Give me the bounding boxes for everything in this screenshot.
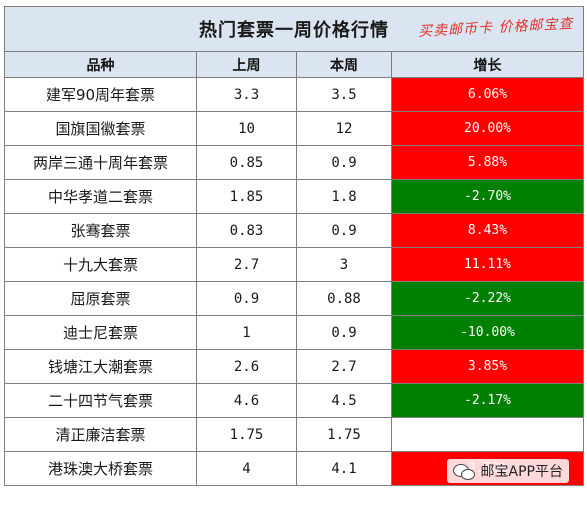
header-last-week: 上周 [196, 51, 297, 78]
title-cell: 热门套票一周价格行情 买卖邮币卡 价格邮宝查 [4, 6, 584, 52]
cell-last-week: 1.85 [196, 179, 297, 214]
cell-this-week: 3 [296, 247, 392, 282]
cell-this-week: 4.1 [296, 451, 392, 486]
cell-last-week: 1 [196, 315, 297, 350]
table-body: 建军90周年套票 3.3 3.5 6.06% 国旗国徽套票 10 12 20.00% 两岸三通十… [4, 77, 584, 486]
slogan-text: 买卖邮币卡 价格邮宝查 [417, 15, 574, 41]
cell-last-week: 2.6 [196, 349, 297, 384]
header-change: 增长 [391, 51, 584, 78]
cell-last-week: 0.9 [196, 281, 297, 316]
cell-name: 国旗国徽套票 [4, 111, 197, 146]
cell-change: 5.88% [391, 145, 584, 180]
cell-last-week: 10 [196, 111, 297, 146]
cell-last-week: 1.75 [196, 417, 297, 452]
cell-last-week: 0.83 [196, 213, 297, 248]
table-title: 热门套票一周价格行情 [199, 20, 389, 41]
cell-change: 6.06% [391, 77, 584, 112]
cell-name: 迪士尼套票 [4, 315, 197, 350]
cell-this-week: 1.8 [296, 179, 392, 214]
table-row: 二十四节气套票 4.6 4.5 -2.17% [4, 383, 584, 418]
table-row: 国旗国徽套票 10 12 20.00% [4, 111, 584, 146]
price-table-sheet: 热门套票一周价格行情 买卖邮币卡 价格邮宝查 品种 上周 本周 增长 建军90周… [4, 6, 584, 486]
header-this-week: 本周 [296, 51, 392, 78]
cell-change [391, 417, 584, 452]
cell-change: -2.17% [391, 383, 584, 418]
cell-name: 屈原套票 [4, 281, 197, 316]
cell-this-week: 12 [296, 111, 392, 146]
table-row: 张骞套票 0.83 0.9 8.43% [4, 213, 584, 248]
cell-this-week: 0.88 [296, 281, 392, 316]
cell-change: -2.22% [391, 281, 584, 316]
cell-change: 8.43% [391, 213, 584, 248]
table-row: 十九大套票 2.7 3 11.11% [4, 247, 584, 282]
cell-last-week: 3.3 [196, 77, 297, 112]
cell-change: -2.70% [391, 179, 584, 214]
cell-name: 清正廉洁套票 [4, 417, 197, 452]
cell-name: 钱塘江大潮套票 [4, 349, 197, 384]
header-row: 品种 上周 本周 增长 [4, 51, 584, 78]
cell-this-week: 2.7 [296, 349, 392, 384]
cell-last-week: 4.6 [196, 383, 297, 418]
cell-last-week: 2.7 [196, 247, 297, 282]
cell-this-week: 0.9 [296, 145, 392, 180]
cell-this-week: 3.5 [296, 77, 392, 112]
cell-this-week: 0.9 [296, 315, 392, 350]
table-row: 迪士尼套票 1 0.9 -10.00% [4, 315, 584, 350]
cell-change: -10.00% [391, 315, 584, 350]
cell-name: 张骞套票 [4, 213, 197, 248]
cell-last-week: 4 [196, 451, 297, 486]
cell-this-week: 0.9 [296, 213, 392, 248]
watermark: 邮宝APP平台 [446, 459, 569, 483]
price-table: 热门套票一周价格行情 买卖邮币卡 价格邮宝查 品种 上周 本周 增长 建军90周… [4, 6, 584, 486]
header-name: 品种 [4, 51, 197, 78]
table-row: 屈原套票 0.9 0.88 -2.22% [4, 281, 584, 316]
cell-this-week: 4.5 [296, 383, 392, 418]
cell-last-week: 0.85 [196, 145, 297, 180]
cell-name: 两岸三通十周年套票 [4, 145, 197, 180]
cell-this-week: 1.75 [296, 417, 392, 452]
wechat-icon [452, 462, 475, 480]
cell-name: 十九大套票 [4, 247, 197, 282]
table-row: 钱塘江大潮套票 2.6 2.7 3.85% [4, 349, 584, 384]
cell-name: 中华孝道二套票 [4, 179, 197, 214]
table-row: 清正廉洁套票 1.75 1.75 [4, 417, 584, 452]
cell-change: 11.11% [391, 247, 584, 282]
table-row: 中华孝道二套票 1.85 1.8 -2.70% [4, 179, 584, 214]
cell-change: 3.85% [391, 349, 584, 384]
title-row: 热门套票一周价格行情 买卖邮币卡 价格邮宝查 [4, 6, 584, 52]
cell-name: 二十四节气套票 [4, 383, 197, 418]
cell-change: 20.00% [391, 111, 584, 146]
cell-name: 建军90周年套票 [4, 77, 197, 112]
table-row: 两岸三通十周年套票 0.85 0.9 5.88% [4, 145, 584, 180]
cell-name: 港珠澳大桥套票 [4, 451, 197, 486]
watermark-text: 邮宝APP平台 [480, 464, 563, 480]
table-row: 建军90周年套票 3.3 3.5 6.06% [4, 77, 584, 112]
